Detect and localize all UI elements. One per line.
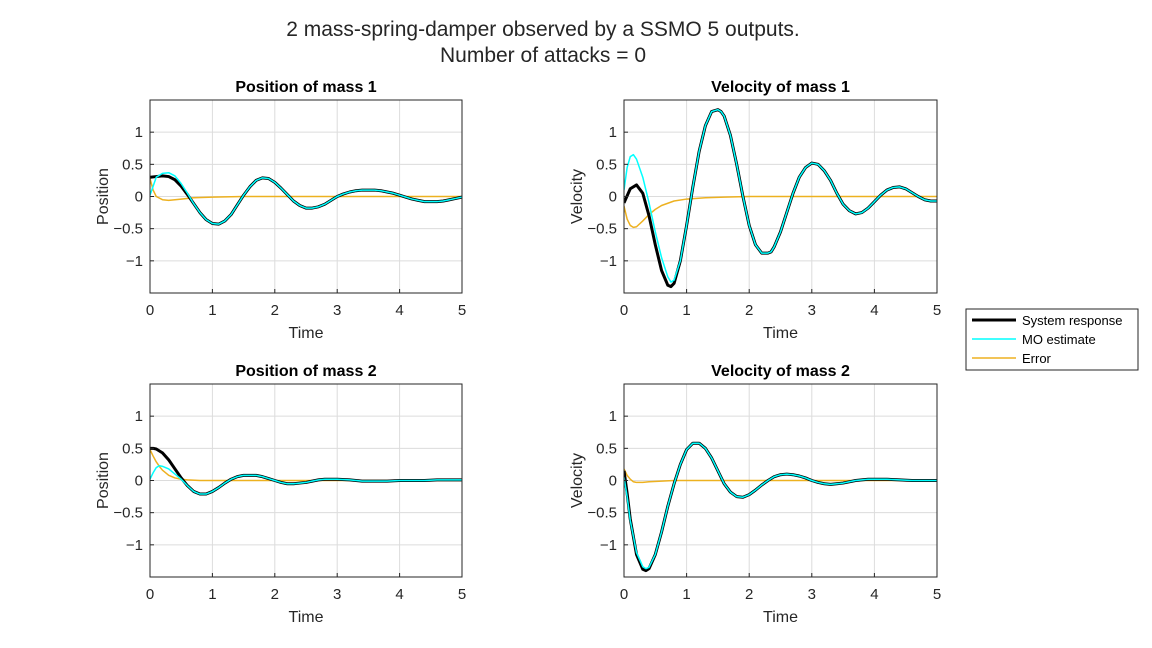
y-tick-label: 0.5 [596, 156, 617, 173]
x-tick-label: 4 [870, 586, 878, 603]
series-line-error [624, 468, 937, 484]
x-tick-label: 3 [808, 302, 816, 319]
y-tick-label: 0 [135, 473, 143, 490]
y-tick-label: −0.5 [587, 221, 617, 238]
y-tick-label: 1 [609, 408, 617, 425]
y-tick-label: −1 [126, 253, 143, 270]
subplot-position-mass-1: 0 1 2 3 4 5 −1 −0.5 0 0.5 1 Position of mass 1 Time P… [95, 79, 466, 342]
series-line-mo-estimate [624, 442, 937, 570]
x-tick-label: 4 [870, 302, 878, 319]
y-axis-label: Velocity [569, 169, 586, 224]
y-tick-label: 0 [609, 189, 617, 206]
x-tick-label: 0 [146, 586, 154, 603]
x-tick-label: 3 [333, 586, 341, 603]
y-tick-label: 0.5 [122, 440, 143, 457]
subplots: 0 1 2 3 4 5 −1 −0.5 0 0.5 1 Position of mass 1 Time P… [95, 79, 941, 626]
x-axis-label: Time [763, 609, 798, 626]
x-axis-label: Time [763, 325, 798, 342]
x-tick-label: 5 [458, 302, 466, 319]
x-tick-label: 2 [271, 302, 279, 319]
y-axis-label: Position [95, 452, 112, 509]
x-tick-label: 1 [682, 302, 690, 319]
subplot-title: Position of mass 1 [235, 79, 376, 96]
y-tick-label: −1 [600, 253, 617, 270]
subplot-velocity-mass-2: 0 1 2 3 4 5 −1 −0.5 0 0.5 1 Velocity of mass 2 Time V… [569, 363, 941, 626]
x-tick-label: 5 [933, 586, 941, 603]
x-tick-label: 4 [395, 586, 403, 603]
x-tick-label: 0 [620, 586, 628, 603]
y-tick-label: 0 [135, 189, 143, 206]
x-tick-label: 2 [745, 302, 753, 319]
x-tick-label: 1 [208, 586, 216, 603]
series-line-mo-estimate [150, 171, 462, 225]
series-line-error [150, 178, 462, 202]
legend-label-error: Error [1022, 351, 1052, 366]
y-axis-label: Position [95, 168, 112, 225]
x-tick-label: 1 [208, 302, 216, 319]
subplot-title: Velocity of mass 1 [711, 79, 850, 96]
x-axis-label: Time [289, 325, 324, 342]
subplot-velocity-mass-1: 0 1 2 3 4 5 −1 −0.5 0 0.5 1 Velocity of mass 1 Time V… [569, 79, 941, 342]
x-tick-label: 3 [808, 586, 816, 603]
figure-title-line1: 2 mass-spring-damper observed by a SSMO … [286, 18, 800, 41]
x-tick-label: 5 [933, 302, 941, 319]
y-tick-label: 0.5 [596, 440, 617, 457]
x-tick-label: 4 [395, 302, 403, 319]
x-tick-label: 0 [620, 302, 628, 319]
series-line-error [624, 195, 937, 229]
y-tick-label: −1 [600, 537, 617, 554]
legend: System response MO estimate Error [965, 308, 1139, 371]
x-tick-label: 1 [682, 586, 690, 603]
x-axis-label: Time [289, 609, 324, 626]
y-tick-label: −0.5 [113, 505, 143, 522]
y-tick-label: 0 [609, 473, 617, 490]
y-axis-label: Velocity [569, 453, 586, 508]
legend-label-mo-estimate: MO estimate [1022, 332, 1096, 347]
x-tick-label: 2 [271, 586, 279, 603]
y-tick-label: −1 [126, 537, 143, 554]
y-tick-label: −0.5 [113, 221, 143, 238]
subplot-position-mass-2: 0 1 2 3 4 5 −1 −0.5 0 0.5 1 Position of mass 2 Time P… [95, 363, 466, 626]
subplot-title: Position of mass 2 [235, 363, 376, 380]
x-tick-label: 5 [458, 586, 466, 603]
figure-title-line2: Number of attacks = 0 [440, 44, 646, 67]
y-tick-label: 0.5 [122, 156, 143, 173]
legend-label-system-response: System response [1022, 313, 1122, 328]
x-tick-label: 0 [146, 302, 154, 319]
y-tick-label: 1 [135, 408, 143, 425]
y-tick-label: −0.5 [587, 505, 617, 522]
y-tick-label: 1 [135, 124, 143, 141]
subplot-title: Velocity of mass 2 [711, 363, 850, 380]
y-tick-label: 1 [609, 124, 617, 141]
series-line-mo-estimate [624, 108, 937, 283]
series-line-mo-estimate [150, 464, 462, 495]
x-tick-label: 2 [745, 586, 753, 603]
x-tick-label: 3 [333, 302, 341, 319]
